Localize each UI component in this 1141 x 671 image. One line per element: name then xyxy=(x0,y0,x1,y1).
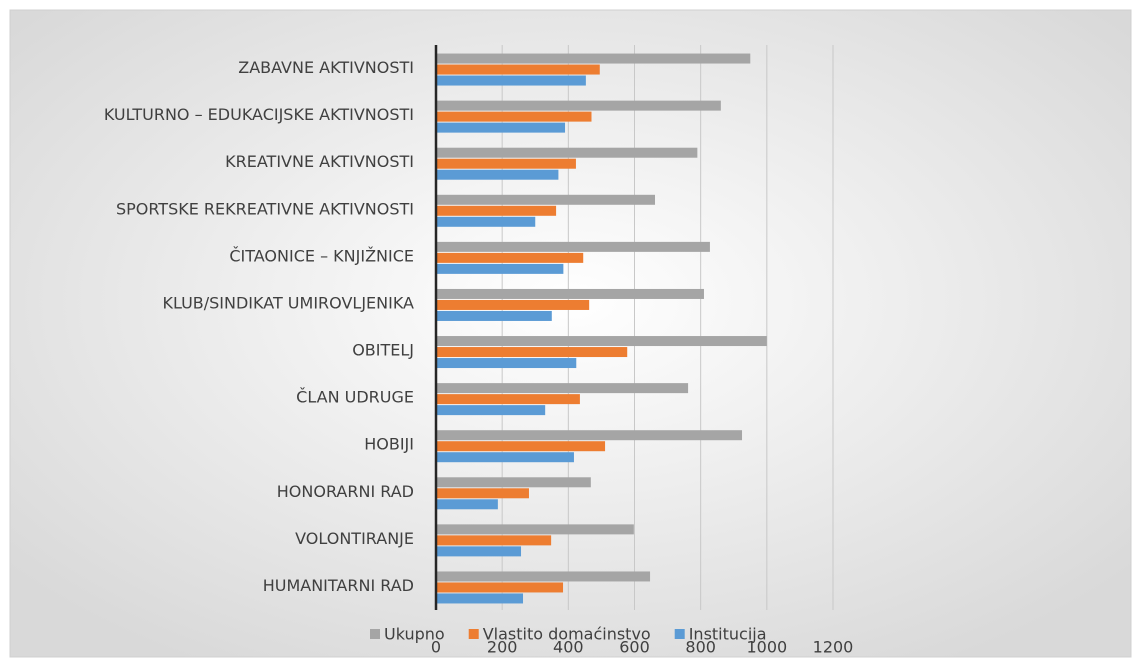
bar xyxy=(436,383,689,394)
legend-swatch xyxy=(468,629,479,639)
bar xyxy=(436,252,584,263)
bar xyxy=(436,347,628,358)
y-tick-label: KLUB/SINDIKAT UMIROVLJENIKA xyxy=(162,293,414,312)
y-tick-label: SPORTSKE REKREATIVNE AKTIVNOSTI xyxy=(116,199,414,218)
bar xyxy=(436,336,767,347)
legend-label: Ukupno xyxy=(384,625,445,644)
bar xyxy=(436,205,557,216)
bar xyxy=(436,582,564,593)
y-tick-label: HOBIJI xyxy=(364,435,414,454)
x-tick-label: 800 xyxy=(685,638,716,657)
y-tick-label: HONORARNI RAD xyxy=(277,482,414,501)
bar xyxy=(436,430,743,441)
x-tick-label: 1200 xyxy=(813,638,854,657)
y-tick-label: ZABAVNE AKTIVNOSTI xyxy=(238,58,414,77)
bar xyxy=(436,488,529,499)
bar xyxy=(436,75,586,86)
x-tick-label: 600 xyxy=(619,638,650,657)
legend-swatch xyxy=(674,629,685,639)
bar xyxy=(436,546,522,557)
bar xyxy=(436,310,552,321)
x-tick-label: 400 xyxy=(553,638,584,657)
bar xyxy=(436,452,574,463)
bar xyxy=(436,263,564,274)
y-tick-label: KULTURNO – EDUKACIJSKE AKTIVNOSTI xyxy=(104,105,414,124)
y-tick-label: ČLAN UDRUGE xyxy=(296,388,414,407)
bar xyxy=(436,477,591,488)
bar xyxy=(436,194,656,205)
bar xyxy=(436,241,710,252)
bar xyxy=(436,571,651,582)
bar xyxy=(436,394,580,405)
bar xyxy=(436,593,524,604)
legend-swatch xyxy=(370,629,380,639)
y-tick-label: VOLONTIRANJE xyxy=(295,529,414,548)
bar xyxy=(436,288,704,299)
x-tick-label: 1000 xyxy=(746,638,787,657)
y-tick-label: KREATIVNE AKTIVNOSTI xyxy=(225,152,414,171)
y-tick-label: ČITAONICE – KNJIŽNICE xyxy=(229,246,414,265)
bar xyxy=(436,499,498,510)
bar xyxy=(436,111,592,122)
y-tick-label: HUMANITARNI RAD xyxy=(263,576,414,595)
bar xyxy=(436,299,590,310)
x-tick-label: 200 xyxy=(487,638,518,657)
bar xyxy=(436,216,536,227)
legend-label: Institucija xyxy=(689,625,767,644)
legend-label: Vlastito domaćinstvo xyxy=(483,625,651,644)
bar xyxy=(436,122,566,133)
bar xyxy=(436,100,721,111)
bar xyxy=(436,53,751,64)
bar xyxy=(436,441,606,452)
bar xyxy=(436,524,634,535)
bar xyxy=(436,158,576,169)
bar xyxy=(436,147,698,158)
bar xyxy=(436,169,559,180)
bar xyxy=(436,405,546,416)
bar xyxy=(436,64,600,75)
y-tick-label: OBITELJ xyxy=(352,341,414,360)
bar xyxy=(436,358,577,369)
bar xyxy=(436,535,552,546)
x-tick-label: 0 xyxy=(431,638,441,657)
